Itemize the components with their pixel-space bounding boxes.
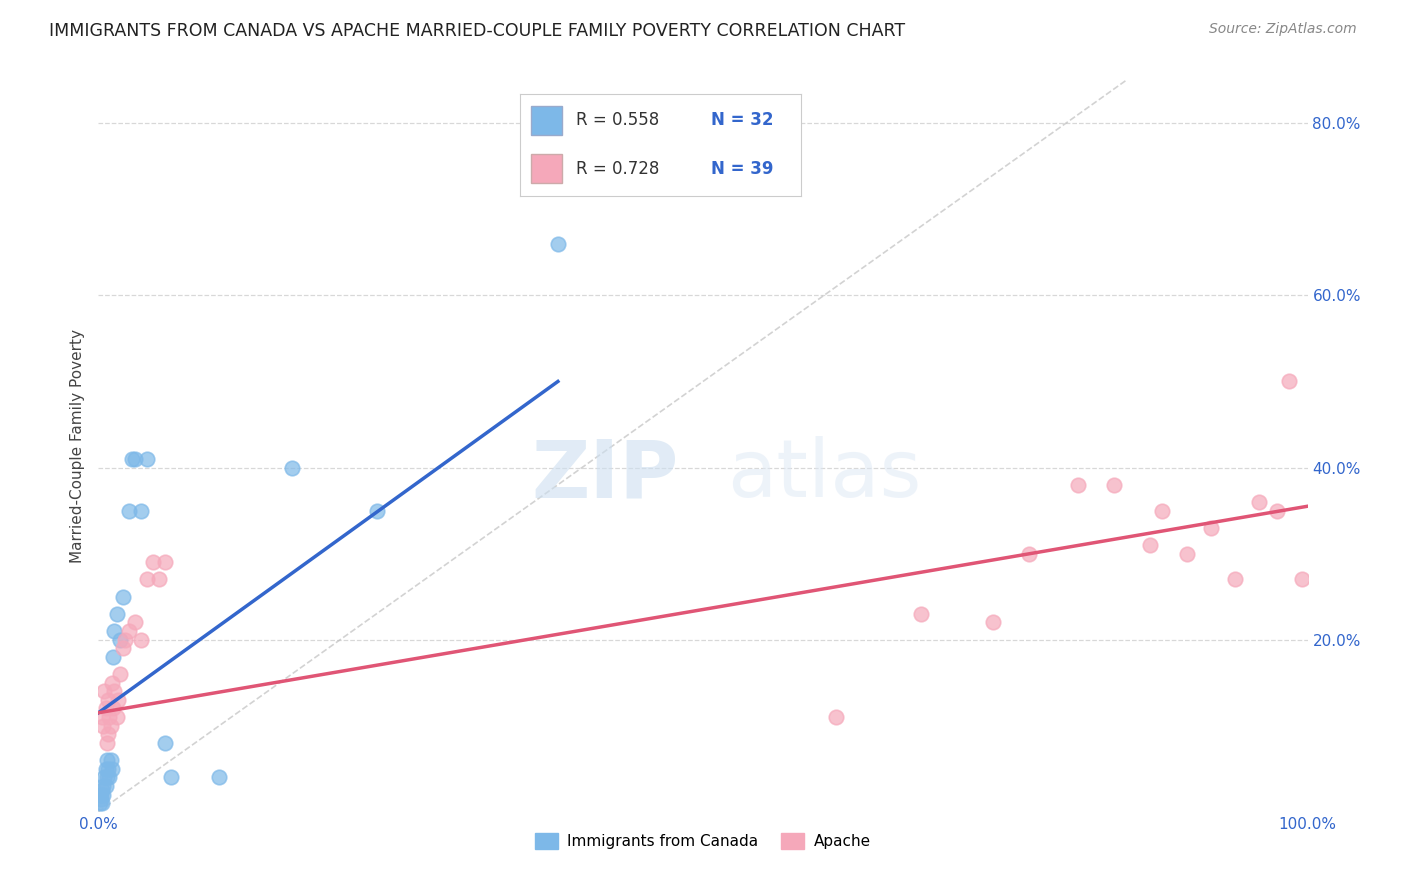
Point (96, 753, 118, 767)
Point (91, 788, 114, 802)
Point (124, 451, 146, 466)
Point (94, 779, 117, 793)
Point (96, 736, 118, 750)
Point (142, 555, 165, 569)
Point (1067, 477, 1090, 491)
Point (89, 796, 111, 810)
Point (135, 573, 157, 587)
Point (97, 727, 120, 741)
Point (98, 710, 121, 724)
Text: N = 39: N = 39 (711, 160, 773, 178)
Point (1139, 538, 1161, 552)
Point (101, 701, 124, 715)
Point (97, 762, 120, 776)
Bar (531, 154, 562, 183)
Text: R = 0.728: R = 0.728 (576, 160, 659, 178)
Text: ZIP: ZIP (531, 436, 679, 515)
Text: R = 0.558: R = 0.558 (576, 111, 659, 128)
Point (108, 632, 131, 647)
Point (547, 236, 569, 251)
Point (103, 684, 125, 698)
Point (1291, 573, 1313, 587)
Point (91, 710, 114, 724)
Point (208, 770, 231, 784)
Point (153, 555, 176, 569)
Point (1152, 503, 1174, 517)
Point (105, 710, 128, 724)
Point (135, 451, 157, 466)
Point (153, 736, 176, 750)
Point (124, 615, 146, 630)
Point (1102, 477, 1125, 491)
Point (94, 762, 117, 776)
Point (148, 573, 170, 587)
Point (97, 693, 120, 707)
Point (103, 624, 125, 638)
Point (100, 675, 122, 690)
Point (96, 770, 118, 784)
Point (98, 770, 121, 784)
Point (111, 641, 134, 656)
Point (910, 607, 932, 621)
Point (91, 783, 114, 797)
Point (281, 460, 304, 475)
Point (91, 779, 114, 793)
Point (1278, 375, 1301, 389)
Point (107, 693, 129, 707)
Point (91, 719, 114, 733)
Point (160, 770, 183, 784)
Point (1223, 573, 1246, 587)
Point (100, 719, 122, 733)
Point (366, 503, 388, 517)
Point (121, 451, 143, 466)
Legend: Immigrants from Canada, Apache: Immigrants from Canada, Apache (529, 827, 877, 855)
Point (93, 684, 115, 698)
Point (114, 632, 136, 647)
Text: IMMIGRANTS FROM CANADA VS APACHE MARRIED-COUPLE FAMILY POVERTY CORRELATION CHART: IMMIGRANTS FROM CANADA VS APACHE MARRIED… (49, 22, 905, 40)
Point (825, 710, 848, 724)
Point (1267, 503, 1289, 517)
Y-axis label: Married-Couple Family Poverty: Married-Couple Family Poverty (70, 329, 86, 563)
Point (108, 667, 131, 681)
Point (91, 796, 114, 810)
Point (118, 503, 141, 517)
Point (90, 788, 112, 802)
Point (100, 753, 122, 767)
Text: atlas: atlas (727, 436, 921, 515)
Point (100, 762, 122, 776)
Point (1249, 495, 1271, 509)
Point (111, 590, 134, 604)
Point (129, 503, 152, 517)
Text: Source: ZipAtlas.com: Source: ZipAtlas.com (1209, 22, 1357, 37)
Point (129, 632, 152, 647)
Bar (531, 106, 562, 135)
Point (118, 624, 141, 638)
Point (1175, 547, 1198, 561)
Point (101, 649, 124, 664)
Point (90, 792, 112, 806)
Point (94, 701, 117, 715)
Point (93, 770, 115, 784)
Point (1199, 521, 1222, 535)
Point (981, 615, 1004, 630)
Text: N = 32: N = 32 (711, 111, 773, 128)
Point (105, 607, 128, 621)
Point (1018, 547, 1040, 561)
